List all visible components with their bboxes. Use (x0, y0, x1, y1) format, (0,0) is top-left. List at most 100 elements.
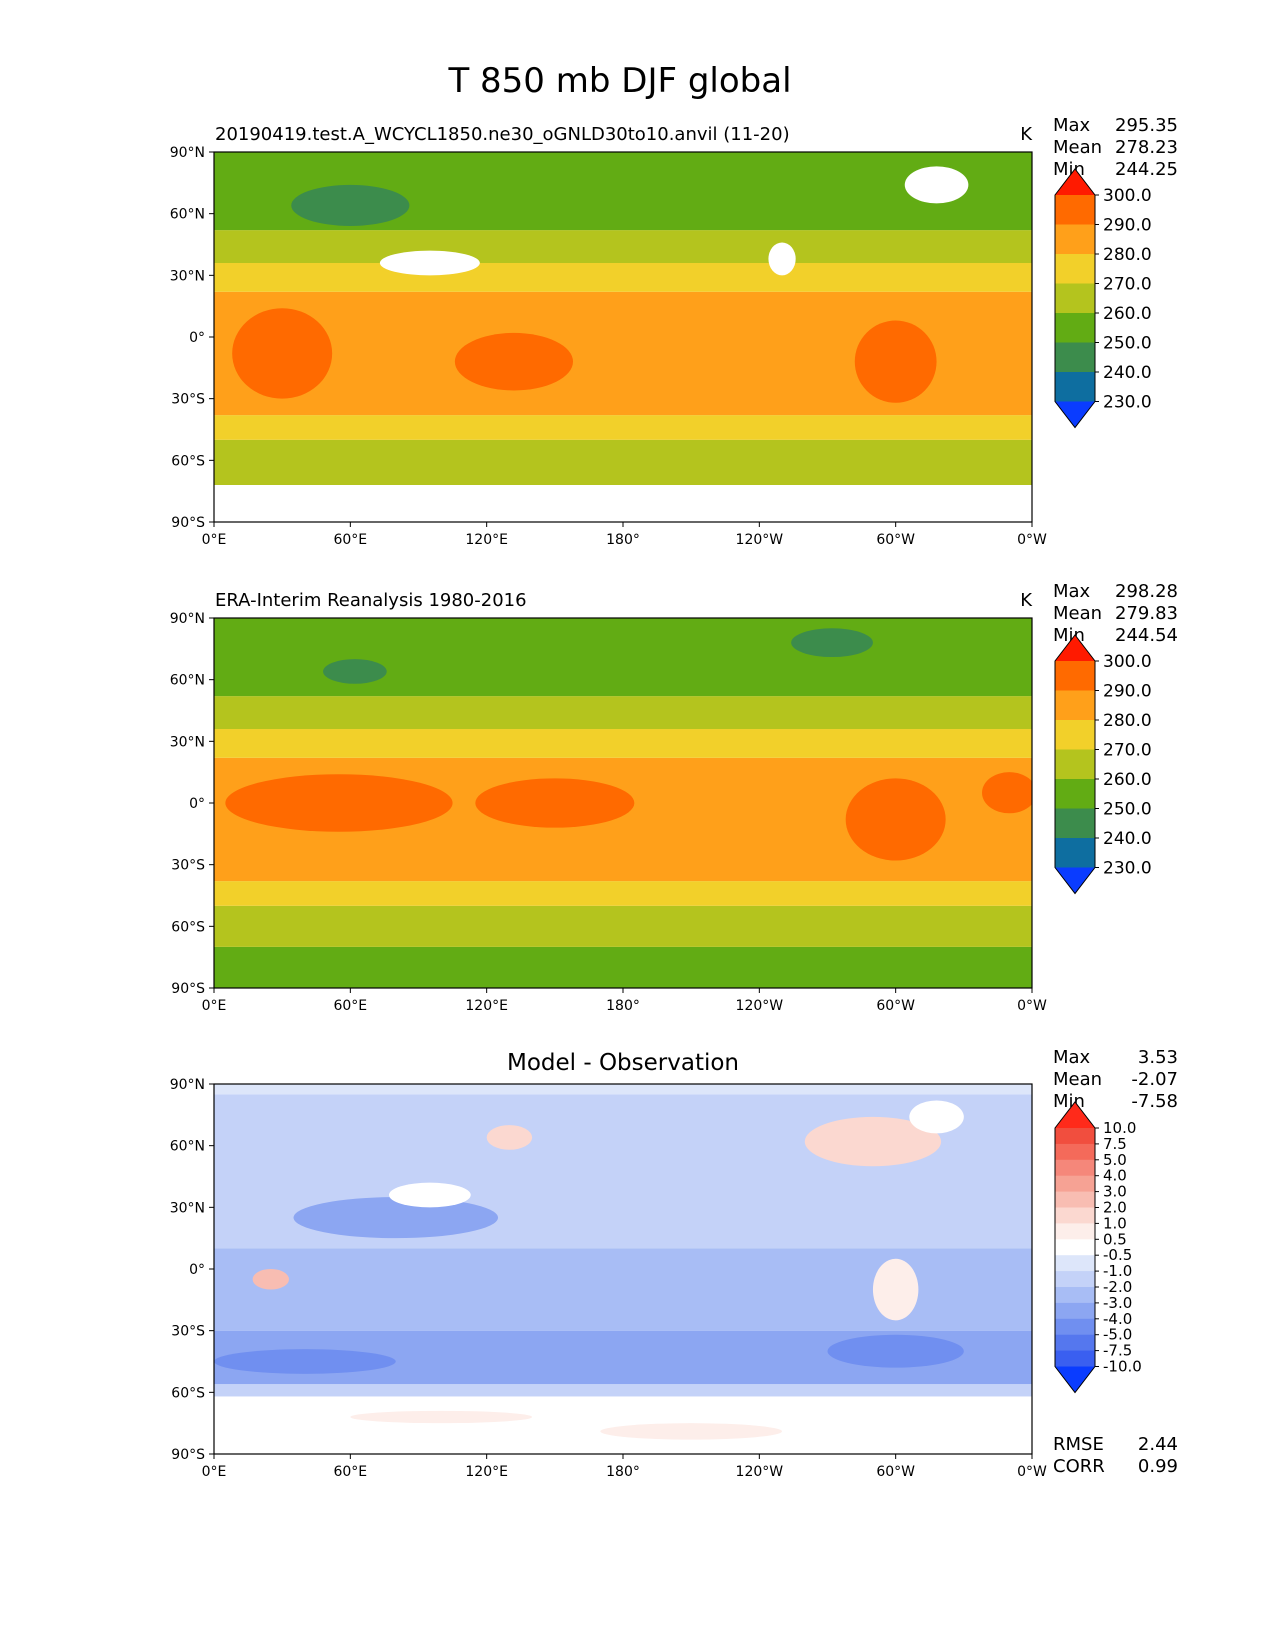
contour-patch (845, 778, 946, 861)
colorbar-segment (1055, 195, 1095, 225)
contour-band (214, 1084, 1032, 1095)
contour-patch (323, 659, 387, 684)
y-tick-label: 90°N (170, 1077, 205, 1093)
colorbar-label: 280.0 (1103, 245, 1152, 265)
y-tick-label: 90°S (171, 981, 205, 997)
colorbar-segment (1055, 1223, 1095, 1240)
contour-patch (827, 1334, 964, 1368)
colorbar-segment (1055, 779, 1095, 809)
stat-value: 244.54 (1115, 625, 1178, 646)
contour-patch (854, 320, 937, 403)
contour-patch (291, 184, 410, 226)
y-tick-label: 90°S (171, 515, 205, 531)
colorbar-segment (1055, 254, 1095, 284)
panel-title: ERA-Interim Reanalysis 1980-2016 (215, 590, 527, 611)
contour-patch (293, 1197, 499, 1239)
stat-label: Max (1053, 581, 1091, 602)
panel-2: 0°E 60°E 120°E 180° 120°W 60°W 0°W 90°N 60°N 30°N… (170, 581, 1178, 1014)
colorbar-cap-top (1055, 1102, 1095, 1128)
contour-patch (791, 628, 873, 658)
x-tick-label: 120°E (465, 998, 508, 1014)
colorbar-segment (1055, 1159, 1095, 1177)
contour-patch (982, 772, 1032, 814)
y-tick-label: 30°S (171, 858, 205, 874)
y-tick-label: 60°S (171, 453, 205, 469)
colorbar-segment (1055, 1191, 1095, 1208)
y-tick-label: 0° (189, 1262, 205, 1278)
panel-title: 20190419.test.A_WCYCL1850.ne30_oGNLD30to… (215, 124, 790, 145)
x-tick-label: 60°E (333, 998, 367, 1014)
colorbar-label: -2.0 (1103, 1278, 1132, 1296)
colorbar-segment (1055, 1207, 1095, 1224)
colorbar-segment (1055, 661, 1095, 691)
colorbar-segment (1055, 808, 1095, 839)
colorbar-label: 240.0 (1103, 363, 1152, 383)
x-tick-label: 180° (606, 998, 640, 1014)
colorbar-label: 3.0 (1103, 1183, 1127, 1201)
x-tick-label: 0°W (1017, 998, 1047, 1014)
contour-patch (600, 1423, 783, 1440)
colorbar-segment (1055, 1128, 1095, 1145)
colorbar-label: 230.0 (1103, 859, 1152, 879)
x-tick-label: 0°E (202, 998, 227, 1014)
contour-band (214, 439, 1032, 485)
colorbar-segment (1055, 372, 1095, 402)
colorbar-label: -5.0 (1103, 1326, 1132, 1344)
colorbar-segment (1055, 749, 1095, 780)
stat-value: 278.23 (1115, 137, 1178, 158)
map-field (214, 618, 1032, 988)
colorbar-segment (1055, 1271, 1095, 1288)
colorbar-label: 230.0 (1103, 393, 1152, 413)
contour-patch (388, 1182, 471, 1208)
y-tick-label: 60°S (171, 919, 205, 935)
stat-label: Max (1053, 1047, 1091, 1068)
stat-value: 295.35 (1115, 115, 1178, 136)
contour-band (214, 881, 1032, 906)
y-tick-label: 0° (189, 330, 205, 346)
colorbar-label: -10.0 (1103, 1358, 1142, 1376)
colorbar-segment (1055, 838, 1095, 868)
colorbar-segment (1055, 1318, 1095, 1336)
contour-patch (904, 166, 969, 204)
colorbar-label: -4.0 (1103, 1310, 1132, 1328)
x-tick-label: 120°E (465, 532, 508, 548)
contour-patch (768, 242, 796, 276)
x-tick-label: 120°W (736, 998, 784, 1014)
colorbar-segment (1055, 1175, 1095, 1193)
stat-value: 3.53 (1138, 1047, 1178, 1068)
colorbar-label: 10.0 (1103, 1119, 1136, 1137)
colorbar-cap-bottom (1055, 1366, 1095, 1393)
contour-band (214, 905, 1032, 947)
x-tick-label: 60°E (333, 1464, 367, 1480)
contour-patch (475, 778, 635, 828)
colorbar-label: 290.0 (1103, 682, 1152, 702)
colorbar: 300.0 290.0 280.0 270.0 260.0 250.0 240.0 230.0 (1054, 634, 1152, 895)
panel-title: Model - Observation (507, 1050, 739, 1076)
colorbar-label: 260.0 (1103, 304, 1152, 324)
colorbar-segment (1055, 1255, 1095, 1272)
stat-value: 298.28 (1115, 581, 1178, 602)
contour-band (214, 618, 1032, 697)
contour-patch (454, 332, 574, 391)
y-tick-label: 90°N (170, 145, 205, 161)
y-tick-label: 30°N (170, 734, 205, 750)
stat-value: -7.58 (1131, 1091, 1178, 1112)
colorbar-label: 1.0 (1103, 1214, 1127, 1232)
units-label: K (1020, 590, 1033, 611)
colorbar-segment (1055, 1143, 1095, 1161)
colorbar-label: 250.0 (1103, 800, 1152, 820)
y-tick-label: 30°N (170, 268, 205, 284)
colorbar-label: -0.5 (1103, 1246, 1132, 1264)
contour-band (214, 1384, 1032, 1397)
x-tick-label: 0°W (1017, 1464, 1047, 1480)
colorbar-segment (1055, 1334, 1095, 1352)
y-tick-label: 90°N (170, 611, 205, 627)
x-tick-label: 120°W (736, 532, 784, 548)
x-tick-label: 0°E (202, 532, 227, 548)
contour-band (214, 1396, 1032, 1454)
units-label: K (1020, 124, 1033, 145)
stat-label: Mean (1053, 1069, 1102, 1090)
contour-patch (804, 1116, 942, 1167)
colorbar-label: 4.0 (1103, 1167, 1127, 1185)
